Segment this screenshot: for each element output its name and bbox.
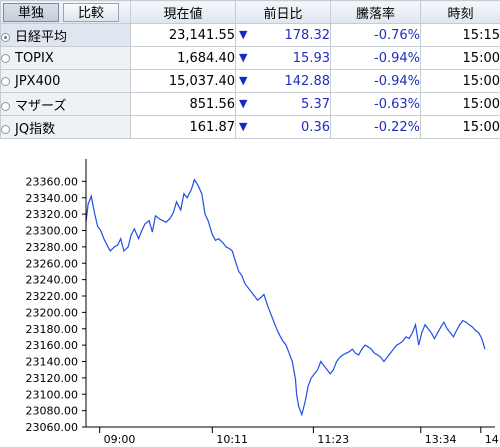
- y-tick-label: 23280.00: [26, 241, 79, 254]
- radio-button[interactable]: [1, 53, 10, 63]
- radio-button[interactable]: [1, 101, 10, 111]
- y-tick-label: 23340.00: [26, 192, 79, 205]
- intraday-chart: 23060.00 23080.00 23100.00 23120.00 23140.00…: [26, 159, 500, 446]
- x-axis: 09:00 10:11 11:23 13:34 14:: [99, 427, 500, 446]
- table-row[interactable]: 日経平均 23,141.55 ▼ 178.32 -0.76% 15:15: [0, 23, 500, 47]
- pct-cell: -0.94%: [330, 46, 421, 70]
- y-tick-label: 23140.00: [26, 356, 79, 369]
- time-cell: 15:00: [420, 46, 500, 70]
- axis-lines: [85, 159, 495, 428]
- change-value: 5.37: [301, 96, 330, 112]
- change-value: 15.93: [292, 50, 330, 66]
- col-header-pct[interactable]: 騰落率: [330, 0, 421, 24]
- radio-button[interactable]: [1, 76, 10, 86]
- change-cell: ▼ 178.32: [235, 23, 331, 47]
- radio-button[interactable]: [1, 124, 10, 134]
- time-cell: 15:00: [420, 92, 500, 116]
- index-name-cell[interactable]: マザーズ: [0, 92, 131, 116]
- x-tick-label: 11:23: [317, 433, 349, 446]
- table-row[interactable]: マザーズ 851.56 ▼ 5.37 -0.63% 15:00: [0, 92, 500, 116]
- pct-cell: -0.94%: [330, 69, 421, 93]
- y-tick-label: 23300.00: [26, 225, 79, 238]
- table-row[interactable]: TOPIX 1,684.40 ▼ 15.93 -0.94% 15:00: [0, 46, 500, 70]
- index-name: JQ指数: [15, 121, 56, 137]
- index-name-cell[interactable]: JQ指数: [0, 115, 131, 139]
- table-row[interactable]: JQ指数 161.87 ▼ 0.36 -0.22% 15:00: [0, 115, 500, 139]
- pct-cell: -0.63%: [330, 92, 421, 116]
- y-tick-label: 23180.00: [26, 323, 79, 336]
- index-name: 日経平均: [15, 29, 68, 45]
- index-name-cell[interactable]: 日経平均: [0, 23, 131, 47]
- x-tick-label: 10:11: [216, 433, 248, 446]
- price-cell: 23,141.55: [130, 23, 236, 47]
- change-value: 0.36: [301, 119, 330, 135]
- quote-table: 単独 比較 現在値 前日比 騰落率 時刻 日経平均 23,141.55 ▼ 178.…: [0, 0, 500, 139]
- time-cell: 15:00: [420, 69, 500, 93]
- down-arrow-icon: ▼: [239, 96, 248, 110]
- time-cell: 15:15: [420, 23, 500, 47]
- tab-compare[interactable]: 比較: [63, 2, 119, 22]
- change-cell: ▼ 0.36: [235, 115, 331, 139]
- index-name-cell[interactable]: TOPIX: [0, 46, 131, 70]
- y-tick-label: 23100.00: [26, 388, 79, 401]
- price-cell: 161.87: [130, 115, 236, 139]
- index-name: マザーズ: [15, 98, 67, 114]
- table-row[interactable]: JPX400 15,037.40 ▼ 142.88 -0.94% 15:00: [0, 69, 500, 93]
- y-tick-label: 23240.00: [26, 274, 79, 287]
- price-cell: 15,037.40: [130, 69, 236, 93]
- index-name-cell[interactable]: JPX400: [0, 69, 131, 93]
- change-cell: ▼ 15.93: [235, 46, 331, 70]
- down-arrow-icon: ▼: [239, 73, 248, 87]
- y-tick-label: 23120.00: [26, 372, 79, 385]
- x-tick-label: 09:00: [104, 433, 136, 446]
- change-value: 178.32: [284, 27, 330, 43]
- change-cell: ▼ 5.37: [235, 92, 331, 116]
- price-cell: 1,684.40: [130, 46, 236, 70]
- pct-cell: -0.22%: [330, 115, 421, 139]
- quote-header-row: 単独 比較 現在値 前日比 騰落率 時刻: [0, 0, 500, 24]
- index-name: TOPIX: [15, 50, 54, 66]
- index-name: JPX400: [15, 73, 61, 89]
- col-header-time[interactable]: 時刻: [420, 0, 500, 24]
- y-tick-label: 23080.00: [26, 405, 79, 418]
- price-line: [85, 178, 486, 417]
- col-header-change[interactable]: 前日比: [235, 0, 331, 24]
- down-arrow-icon: ▼: [239, 50, 248, 64]
- down-arrow-icon: ▼: [239, 119, 248, 133]
- x-tick-label: 14:: [485, 433, 500, 446]
- col-header-price[interactable]: 現在値: [130, 0, 236, 24]
- y-axis: 23060.00 23080.00 23100.00 23120.00 23140.00…: [26, 175, 86, 434]
- y-tick-label: 23060.00: [26, 421, 79, 434]
- down-arrow-icon: ▼: [239, 27, 248, 41]
- tab-single[interactable]: 単独: [3, 2, 59, 22]
- y-tick-label: 23160.00: [26, 339, 79, 352]
- radio-button[interactable]: [1, 32, 10, 42]
- change-value: 142.88: [284, 73, 330, 89]
- y-tick-label: 23200.00: [26, 306, 79, 319]
- y-tick-label: 23320.00: [26, 208, 79, 221]
- y-tick-label: 23260.00: [26, 257, 79, 270]
- mode-tabs: 単独 比較: [0, 0, 131, 24]
- time-cell: 15:00: [420, 115, 500, 139]
- x-tick-label: 13:34: [425, 433, 457, 446]
- y-tick-label: 23220.00: [26, 290, 79, 303]
- change-cell: ▼ 142.88: [235, 69, 331, 93]
- price-cell: 851.56: [130, 92, 236, 116]
- pct-cell: -0.76%: [330, 23, 421, 47]
- y-tick-label: 23360.00: [26, 175, 79, 188]
